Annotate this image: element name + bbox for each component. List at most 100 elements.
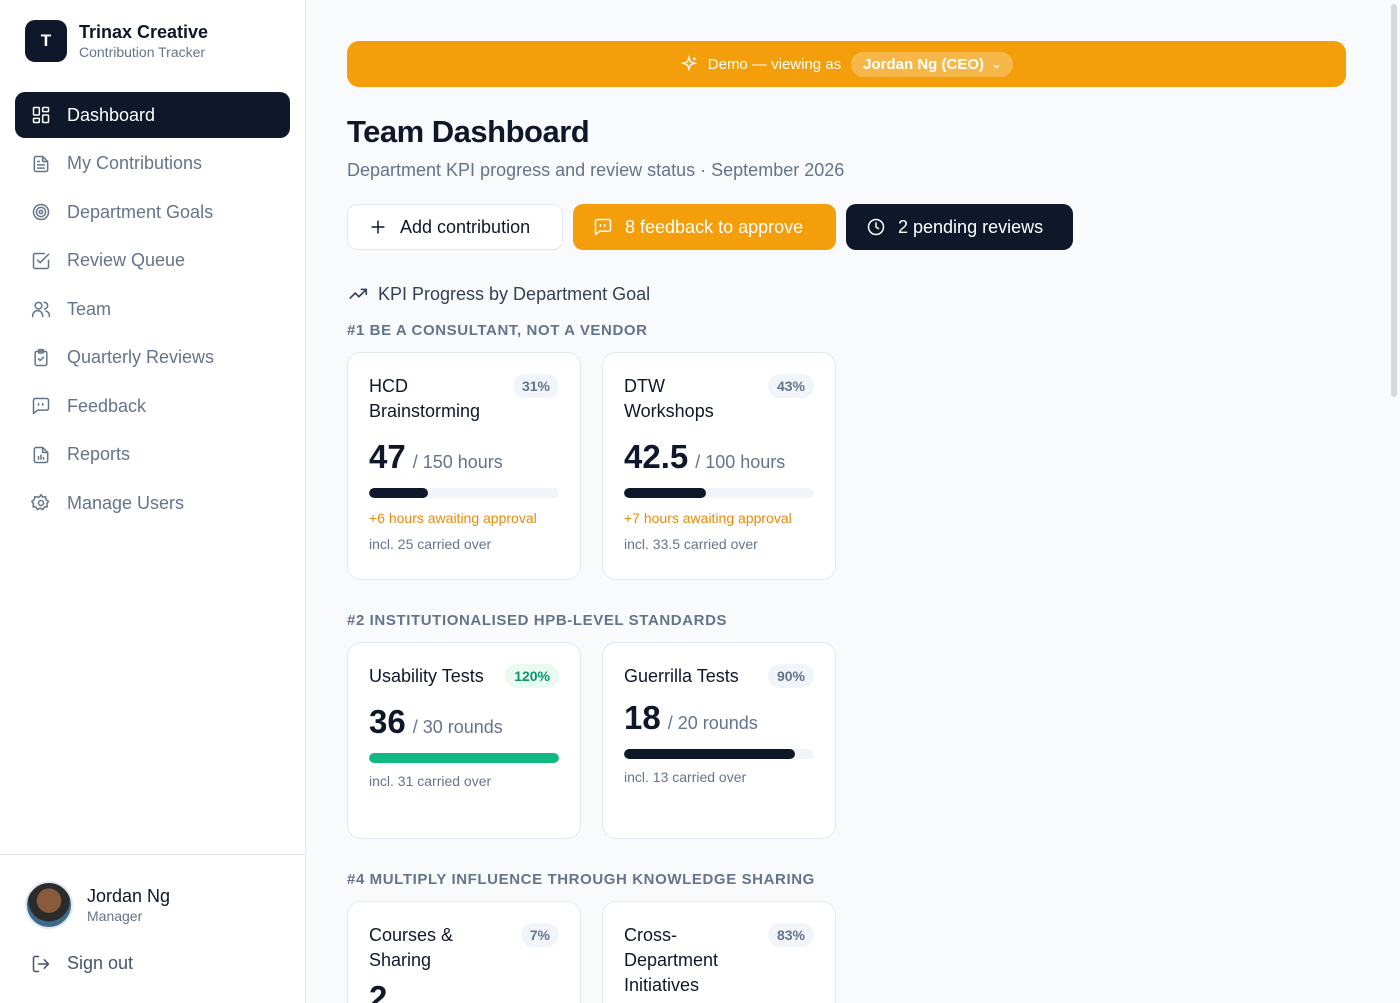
kpi-percent-badge: 90%: [767, 664, 814, 688]
clock-icon: [867, 218, 885, 236]
users-icon: [31, 299, 51, 319]
kpi-progress-fill: [369, 753, 559, 763]
kpi-card[interactable]: DTW Workshops 43% 42.5 / 100 hours +7 ho…: [602, 352, 836, 580]
trending-up-icon: [349, 288, 368, 300]
kpi-metric: 18 / 20 rounds: [624, 699, 814, 737]
clipboard-icon: [31, 348, 51, 368]
kpi-card[interactable]: HCD Brainstorming 31% 47 / 150 hours +6 …: [347, 352, 581, 580]
kpi-progress-bar: [624, 488, 814, 498]
sidebar: T Trinax Creative Contribution Tracker D…: [0, 0, 306, 1003]
sidebar-item-label: Reports: [67, 444, 131, 464]
role-switcher-label: Jordan Ng (CEO): [863, 55, 984, 73]
pending-reviews-button[interactable]: 2 pending reviews: [846, 204, 1073, 250]
sidebar-item-dashboard[interactable]: Dashboard: [15, 92, 290, 138]
goal-heading: #1 BE A CONSULTANT, NOT A VENDOR: [347, 322, 648, 339]
user-role: Manager: [87, 908, 143, 924]
kpi-percent-badge: 7%: [520, 923, 559, 947]
sign-out-label: Sign out: [67, 953, 134, 973]
sidebar-item-label: My Contributions: [67, 153, 203, 173]
demo-banner-text: Demo — viewing as: [707, 55, 842, 73]
kpi-target: / 150 hours: [412, 452, 503, 472]
kpi-card[interactable]: Guerrilla Tests 90% 18 / 20 rounds incl.…: [602, 642, 836, 839]
sidebar-item-label: Team: [67, 298, 112, 319]
kpi-value: 47: [369, 438, 406, 475]
sidebar-item-team[interactable]: Team: [15, 286, 290, 332]
sidebar-item-label: Manage Users: [67, 492, 185, 513]
kpi-pending: +7 hours awaiting approval: [624, 510, 792, 526]
pending-reviews-label: 2 pending reviews: [898, 216, 1044, 237]
avatar: [25, 881, 73, 929]
message-icon: [31, 396, 51, 416]
kpi-progress-bar: [624, 749, 814, 759]
kpi-percent-badge: 31%: [512, 374, 559, 398]
sidebar-item-review-queue[interactable]: Review Queue: [15, 238, 290, 284]
logout-icon: [32, 955, 50, 972]
goal-heading: #4 MULTIPLY INFLUENCE THROUGH KNOWLEDGE …: [347, 871, 815, 888]
kpi-progress-bar: [369, 753, 559, 763]
sidebar-item-label: Quarterly Reviews: [67, 347, 215, 367]
kpi-metric: 42.5 / 100 hours: [624, 438, 814, 476]
kpi-card[interactable]: Courses & Sharing 7% 2: [347, 901, 581, 1003]
kpi-progress-fill: [624, 488, 706, 498]
sign-out-button[interactable]: Sign out: [31, 953, 133, 974]
kpi-section-heading: KPI Progress by Department Goal: [347, 283, 650, 305]
kpi-carried-over: incl. 33.5 carried over: [624, 536, 758, 552]
sidebar-item-label: Feedback: [67, 395, 147, 416]
kpi-section-title: KPI Progress by Department Goal: [378, 283, 651, 304]
plus-icon: [371, 220, 385, 234]
kpi-metric: 2: [369, 979, 559, 1003]
sidebar-item-label: Dashboard: [67, 104, 156, 125]
sidebar-item-label: Department Goals: [67, 201, 214, 222]
kpi-carried-over: incl. 31 carried over: [369, 773, 492, 789]
sidebar-item-reports[interactable]: Reports: [15, 432, 290, 478]
demo-banner: Demo — viewing as Jordan Ng (CEO) ⌄: [347, 41, 1346, 87]
kpi-name: Courses & Sharing: [369, 925, 454, 970]
kpi-metric: 36 / 30 rounds: [369, 703, 559, 741]
kpi-target: / 30 rounds: [412, 717, 503, 737]
kpi-pending: +6 hours awaiting approval: [369, 510, 537, 526]
kpi-name: Cross-Department Initiatives: [624, 925, 719, 995]
kpi-value: 18: [624, 699, 661, 736]
kpi-card[interactable]: Cross-Department Initiatives 83%: [602, 901, 836, 1003]
kpi-target: / 20 rounds: [667, 713, 758, 733]
user-info: Jordan Ng Manager: [87, 885, 170, 925]
role-switcher[interactable]: Jordan Ng (CEO) ⌄: [851, 51, 1014, 77]
grid-icon: [31, 105, 51, 125]
brand-logo: T: [25, 20, 67, 62]
kpi-carried-over: incl. 25 carried over: [369, 536, 492, 552]
sidebar-item-my-contributions[interactable]: My Contributions: [15, 141, 290, 187]
kpi-card[interactable]: Usability Tests 120% 36 / 30 rounds incl…: [347, 642, 581, 839]
page-scrollbar[interactable]: [1391, 4, 1397, 397]
kpi-value: 2: [369, 979, 388, 1003]
kpi-progress-bar: [369, 488, 559, 498]
add-contribution-button[interactable]: Add contribution: [347, 204, 563, 250]
kpi-name: HCD Brainstorming: [369, 376, 481, 421]
kpi-metric: 47 / 150 hours: [369, 438, 559, 476]
kpi-progress-fill: [369, 488, 428, 498]
sidebar-item-quarterly-reviews[interactable]: Quarterly Reviews: [15, 335, 290, 381]
chevron-down-icon: ⌄: [992, 58, 1002, 71]
kpi-target: / 100 hours: [695, 452, 786, 472]
kpi-carried-over: incl. 13 carried over: [624, 769, 747, 785]
check-square-icon: [31, 251, 51, 271]
sidebar-item-manage-users[interactable]: Manage Users: [15, 480, 290, 526]
report-icon: [31, 445, 51, 465]
kpi-name: Guerrilla Tests: [624, 666, 739, 686]
user-profile[interactable]: Jordan Ng Manager: [25, 881, 170, 929]
sparkle-icon: [680, 55, 697, 72]
add-contribution-label: Add contribution: [400, 216, 531, 237]
page-subtitle: Department KPI progress and review statu…: [347, 160, 845, 180]
brand-name: Trinax Creative: [79, 22, 209, 42]
sidebar-item-feedback[interactable]: Feedback: [15, 383, 290, 429]
sidebar-item-department-goals[interactable]: Department Goals: [15, 189, 290, 235]
feedback-approve-label: 8 feedback to approve: [625, 216, 804, 237]
action-bar: Add contribution 8 feedback to approve 2…: [347, 204, 1083, 250]
brand[interactable]: T Trinax Creative Contribution Tracker: [25, 20, 208, 62]
feedback-approve-button[interactable]: 8 feedback to approve: [573, 204, 836, 250]
kpi-percent-badge: 43%: [767, 374, 814, 398]
kpi-percent-badge: 120%: [505, 664, 559, 688]
brand-text: Trinax Creative Contribution Tracker: [79, 21, 208, 61]
target-icon: [31, 202, 51, 222]
document-icon: [31, 154, 51, 174]
sidebar-footer: Jordan Ng Manager Sign out: [0, 854, 305, 1003]
